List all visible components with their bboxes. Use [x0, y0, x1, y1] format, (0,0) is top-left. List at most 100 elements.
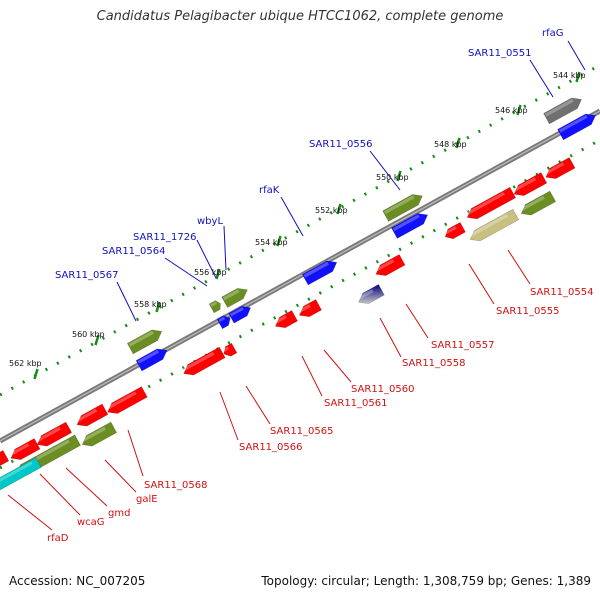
major-tick: [575, 71, 581, 83]
gene-rfaD-shade: [0, 461, 33, 482]
gene-wbyL-blue[interactable]: [228, 305, 252, 324]
gene-label-SAR11_0556[interactable]: SAR11_0556: [309, 139, 373, 150]
gene-rfaG-shade: [558, 114, 588, 133]
tick-tracks: [0, 63, 600, 470]
reverse-leader-lines: [7, 249, 531, 531]
gene-SAR11_0556-shade: [392, 214, 420, 232]
gene-wbyL-blue-shade: [230, 307, 244, 317]
gene-rfaD-red[interactable]: [0, 449, 10, 467]
gene-label-SAR11_0561[interactable]: SAR11_0561: [324, 398, 388, 409]
gene-SAR11_0558[interactable]: [358, 284, 385, 304]
gene-label-rfaG[interactable]: rfaG: [542, 28, 564, 39]
gene-label-gmd[interactable]: gmd: [108, 508, 130, 519]
genome-summary-text: Topology: circular; Length: 1,308,759 bp…: [261, 574, 591, 588]
gene-label-SAR11_0565[interactable]: SAR11_0565: [270, 426, 334, 437]
gene-galE-red[interactable]: [76, 403, 109, 427]
gene-SAR11_1726[interactable]: [208, 300, 221, 314]
tick-label-558: 558 kbp: [134, 300, 167, 309]
gene-SAR11_0554[interactable]: [520, 190, 557, 216]
gene-SAR11_0554-a[interactable]: [545, 157, 576, 179]
gene-SAR11_0567-olive-shade: [128, 330, 154, 347]
gene-label-SAR11_1726[interactable]: SAR11_1726: [133, 232, 197, 243]
leader-SAR11_0567: [116, 281, 137, 322]
major-tick: [276, 235, 282, 247]
gene-wcaG[interactable]: [10, 438, 41, 460]
gene-SAR11_0555-b-shade: [443, 226, 457, 235]
gene-label-SAR11_0568[interactable]: SAR11_0568: [144, 480, 208, 491]
gene-rfaG[interactable]: [557, 113, 596, 141]
gene-SAR11_0568[interactable]: [107, 386, 148, 414]
leader-SAR11_0564: [164, 257, 208, 287]
gene-SAR11_0551[interactable]: [543, 97, 582, 125]
gene-label-SAR11_0564[interactable]: SAR11_0564: [102, 246, 166, 257]
gene-SAR11_0564[interactable]: [216, 315, 231, 330]
gene-SAR11_0561[interactable]: [274, 310, 298, 329]
leader-SAR11_0565: [245, 385, 271, 425]
gene-SAR11_0568-shade: [106, 391, 137, 411]
leader-SAR11_1726: [196, 239, 217, 279]
gene-label-galE[interactable]: galE: [136, 494, 158, 505]
gene-label-wbyL[interactable]: wbyL: [197, 216, 223, 227]
gene-galE[interactable]: [81, 421, 118, 447]
major-tick: [336, 203, 342, 215]
gene-label-SAR11_0566[interactable]: SAR11_0566: [239, 442, 303, 453]
tick-label-544: 544 kbp: [553, 71, 586, 80]
major-tick: [94, 334, 100, 346]
gene-label-SAR11_0555[interactable]: SAR11_0555: [496, 306, 560, 317]
gene-SAR11_0557[interactable]: [375, 254, 406, 276]
gene-SAR11_0566[interactable]: [183, 346, 226, 376]
gene-SAR11_0567[interactable]: [135, 348, 168, 372]
gene-SAR11_1726-shade: [210, 301, 218, 307]
gene-SAR11_0566-shade: [182, 351, 215, 372]
gene-label-SAR11_0557[interactable]: SAR11_0557: [431, 340, 495, 351]
gene-label-SAR11_0551[interactable]: SAR11_0551: [468, 48, 532, 59]
gene-rfaD[interactable]: [0, 457, 42, 492]
gene-SAR11_0567-olive[interactable]: [126, 329, 163, 355]
gene-gmd[interactable]: [36, 421, 73, 447]
gene-rfaK-shade: [303, 261, 329, 278]
gene-SAR11_0564-shade: [218, 316, 226, 322]
leader-SAR11_0568: [127, 429, 144, 477]
major-tick: [155, 301, 161, 313]
leader-rfaD: [7, 494, 53, 531]
gene-SAR11_0560[interactable]: [298, 299, 322, 318]
gene-label-wcaG[interactable]: wcaG: [77, 517, 105, 528]
gene-wbyL[interactable]: [221, 288, 248, 308]
major-tick: [396, 170, 402, 182]
leader-SAR11_0557: [405, 303, 429, 339]
tick-label-552: 552 kbp: [315, 206, 348, 215]
gene-SAR11_0555[interactable]: [469, 208, 520, 242]
leader-wbyL: [223, 225, 227, 271]
leader-SAR11_0558: [379, 317, 402, 358]
major-tick: [33, 368, 39, 380]
gene-label-rfaK[interactable]: rfaK: [259, 185, 280, 196]
gene-galE-shade: [80, 426, 106, 443]
gene-SAR11_0554-b-shade: [512, 177, 537, 193]
leader-wcaG: [39, 473, 81, 516]
gene-rfaK[interactable]: [301, 260, 338, 286]
gene-SAR11_0556[interactable]: [391, 213, 429, 239]
major-tick: [455, 137, 461, 149]
leader-rfaK: [280, 196, 304, 237]
leader-gmd: [65, 467, 108, 507]
tick-labels: 544 kbp 546 kbp 548 kbp 550 kbp 552 kbp …: [9, 71, 586, 368]
gene-SAR11_0551-shade: [544, 98, 574, 117]
gene-SAR11_0561-shade: [273, 315, 287, 325]
gene-label-rfaD[interactable]: rfaD: [47, 533, 69, 544]
gene-SAR11_0555-b[interactable]: [444, 221, 466, 240]
gene-label-SAR11_0554[interactable]: SAR11_0554: [530, 287, 594, 298]
gene-SAR11_0565[interactable]: [223, 342, 238, 357]
gene-label-SAR11_0567[interactable]: SAR11_0567: [55, 270, 119, 281]
tick-label-554: 554 kbp: [255, 238, 288, 247]
accession-text: Accession: NC_007205: [9, 574, 146, 588]
gene-SAR11_0556-olive[interactable]: [382, 194, 423, 222]
leader-SAR11_0554: [507, 249, 531, 285]
gene-label-SAR11_0560[interactable]: SAR11_0560: [351, 384, 415, 395]
gene-label-SAR11_0558[interactable]: SAR11_0558: [402, 358, 466, 369]
gene-SAR11_0555-a[interactable]: [466, 186, 517, 220]
gene-wcaG-shade: [9, 443, 30, 457]
gene-SAR11_0554-b[interactable]: [513, 172, 548, 196]
leader-SAR11_0556: [369, 150, 401, 191]
tick-label-548: 548 kbp: [434, 140, 467, 149]
